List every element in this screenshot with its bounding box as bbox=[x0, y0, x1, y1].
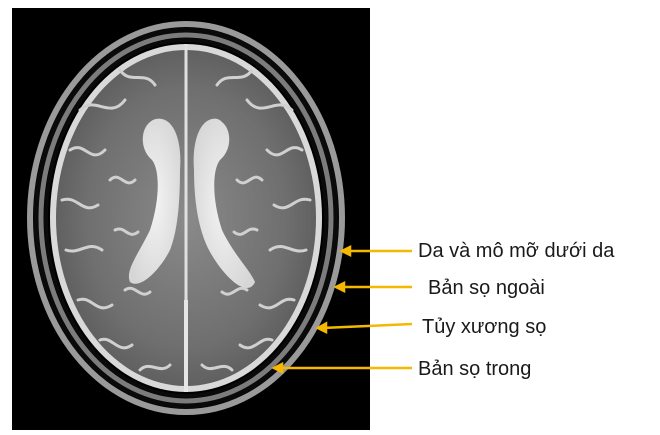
scalp-layer bbox=[27, 21, 345, 415]
label-inner-table: Bản sọ trong bbox=[418, 358, 532, 380]
pointers bbox=[271, 244, 413, 375]
label-diploe: Tủy xương sọ bbox=[422, 316, 547, 338]
left-lateral-ventricle bbox=[128, 118, 181, 284]
right-lateral-ventricle bbox=[193, 118, 255, 289]
diploe-layer bbox=[38, 32, 334, 404]
pointer-inner-table-head bbox=[271, 361, 284, 375]
inner-table-layer bbox=[44, 38, 328, 398]
label-outer-table: Bản sọ ngoài bbox=[428, 277, 545, 299]
sulci bbox=[60, 68, 312, 372]
pointer-outer-table-head bbox=[333, 280, 346, 294]
pointer-skin-head bbox=[339, 244, 352, 258]
label-skin: Da và mô mỡ dưới da bbox=[418, 240, 615, 262]
pointer-diploe bbox=[321, 322, 413, 330]
pointer-diploe-head bbox=[315, 321, 328, 335]
outer-table-layer bbox=[33, 27, 339, 409]
